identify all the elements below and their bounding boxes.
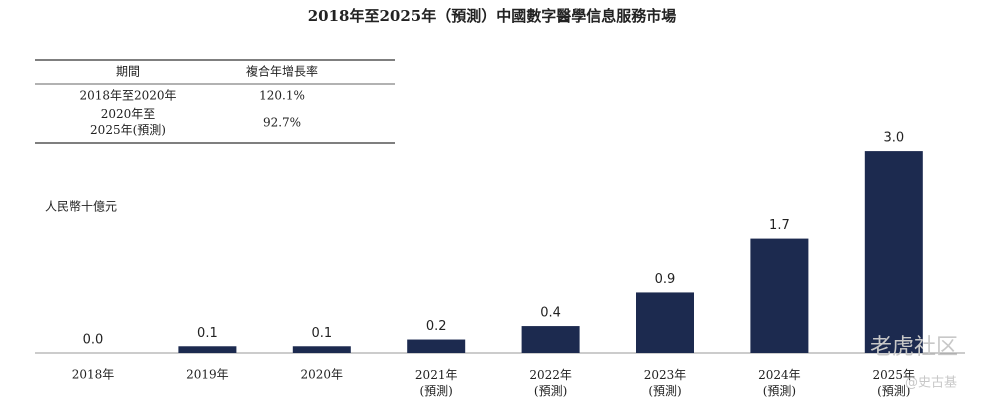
data-label: 0.2 bbox=[426, 319, 447, 334]
data-label: 0.1 bbox=[197, 326, 218, 341]
table-header: 期間 bbox=[116, 65, 140, 79]
data-label: 3.0 bbox=[883, 131, 904, 146]
data-label: 0.9 bbox=[655, 272, 676, 287]
data-label: 0.0 bbox=[83, 333, 104, 348]
bar bbox=[407, 339, 466, 353]
bar bbox=[178, 346, 237, 353]
table-cell: 2020年至 2025年(預測) bbox=[90, 107, 166, 137]
table-header: 複合年增長率 bbox=[246, 64, 318, 79]
data-label: 0.4 bbox=[540, 306, 561, 321]
bar bbox=[750, 238, 809, 353]
table-cell: 2018年至2020年 bbox=[79, 89, 176, 103]
bar bbox=[292, 346, 351, 353]
x-tick-label: 2023年(預測) bbox=[644, 368, 687, 398]
data-label: 1.7 bbox=[769, 218, 790, 233]
y-axis-label: 人民幣十億元 bbox=[45, 200, 117, 214]
x-tick-label: 2024年(預測) bbox=[758, 368, 801, 398]
bar bbox=[864, 151, 923, 353]
table-cell: 120.1% bbox=[259, 89, 305, 103]
table-cell: 92.7% bbox=[263, 116, 301, 130]
x-tick-label: 2021年(預測) bbox=[415, 368, 458, 398]
bar bbox=[521, 326, 580, 353]
watermark-logo: 老虎社区 bbox=[870, 335, 958, 360]
bar bbox=[636, 292, 694, 353]
x-tick-label: 2018年 bbox=[72, 368, 115, 382]
data-label: 0.1 bbox=[311, 326, 332, 341]
x-tick-label: 2022年(預測) bbox=[529, 368, 572, 398]
watermark-author: @史古基 bbox=[905, 376, 957, 391]
x-tick-label: 2025年(預測) bbox=[873, 368, 916, 398]
chart-title: 2018年至2025年（預測）中國數字醫學信息服務市場 bbox=[308, 7, 677, 25]
x-tick-label: 2020年 bbox=[301, 368, 344, 382]
x-tick-label: 2019年 bbox=[186, 368, 229, 382]
